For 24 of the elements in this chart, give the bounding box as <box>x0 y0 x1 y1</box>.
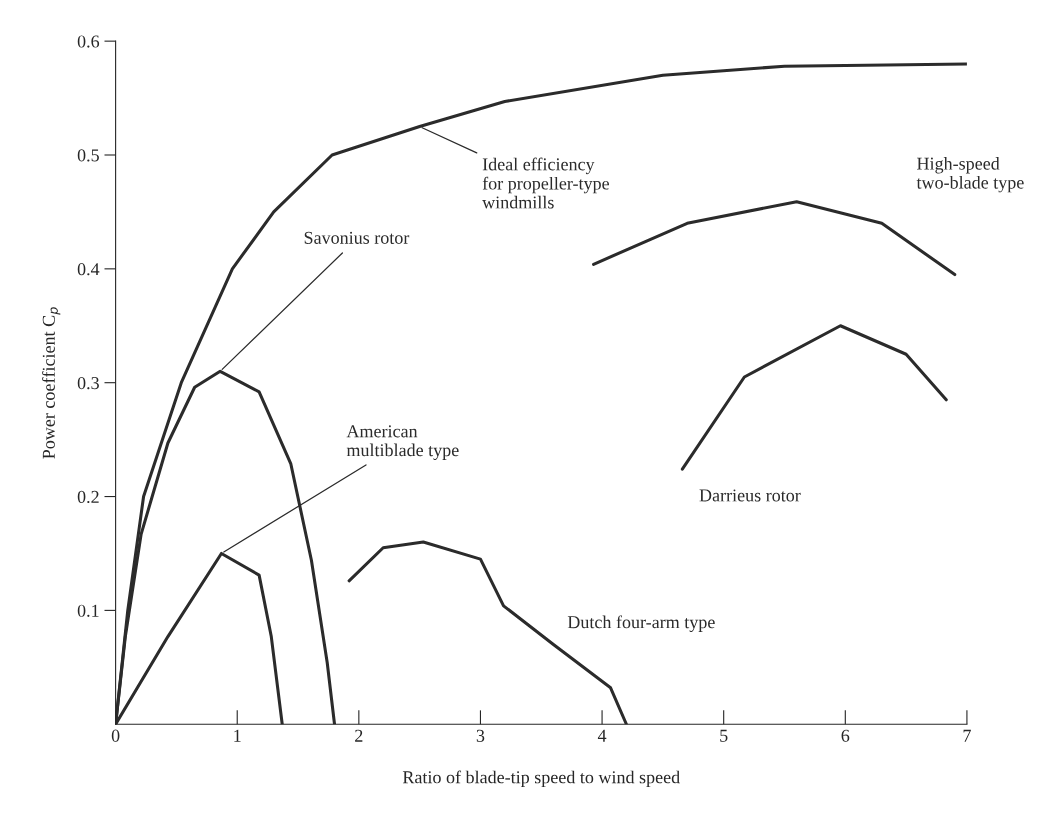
text: Savonius rotor <box>304 231 410 244</box>
x-tick-label: 7 <box>963 729 971 742</box>
text: American multiblade type <box>346 425 459 461</box>
text: Ideal efficiency for propeller-type windmills <box>482 157 609 209</box>
series-label: Dutch four-arm type <box>567 615 715 633</box>
y-tick-label: 0.5 <box>77 149 99 162</box>
y-axis-title: Power coefficient C$_{p}$ <box>41 307 61 459</box>
y-tick-label: 0.3 <box>77 376 99 390</box>
line-series <box>680 324 948 471</box>
text: High-speed two-blade type <box>916 157 1024 193</box>
y-tick-label: 0.1 <box>77 604 99 617</box>
x-tick-label: 4 <box>597 729 607 742</box>
series-label: Darrieus rotor <box>699 489 801 502</box>
x-tick-label: 0 <box>111 729 120 742</box>
x-axis-title: Ratio of blade-tip speed to wind speed <box>402 770 680 788</box>
x-tick-label: 1 <box>234 729 241 742</box>
y-tick-label: 0.4 <box>77 263 100 276</box>
y-tick-label: 0.6 <box>77 35 100 48</box>
x-tick-label: 3 <box>476 729 485 742</box>
x-tick-label: 5 <box>720 729 728 742</box>
x-tick-label: 6 <box>841 729 850 742</box>
y-tick-label: 0.2 <box>77 490 99 504</box>
line-series <box>592 200 957 277</box>
x-tick-label: 2 <box>355 729 363 742</box>
